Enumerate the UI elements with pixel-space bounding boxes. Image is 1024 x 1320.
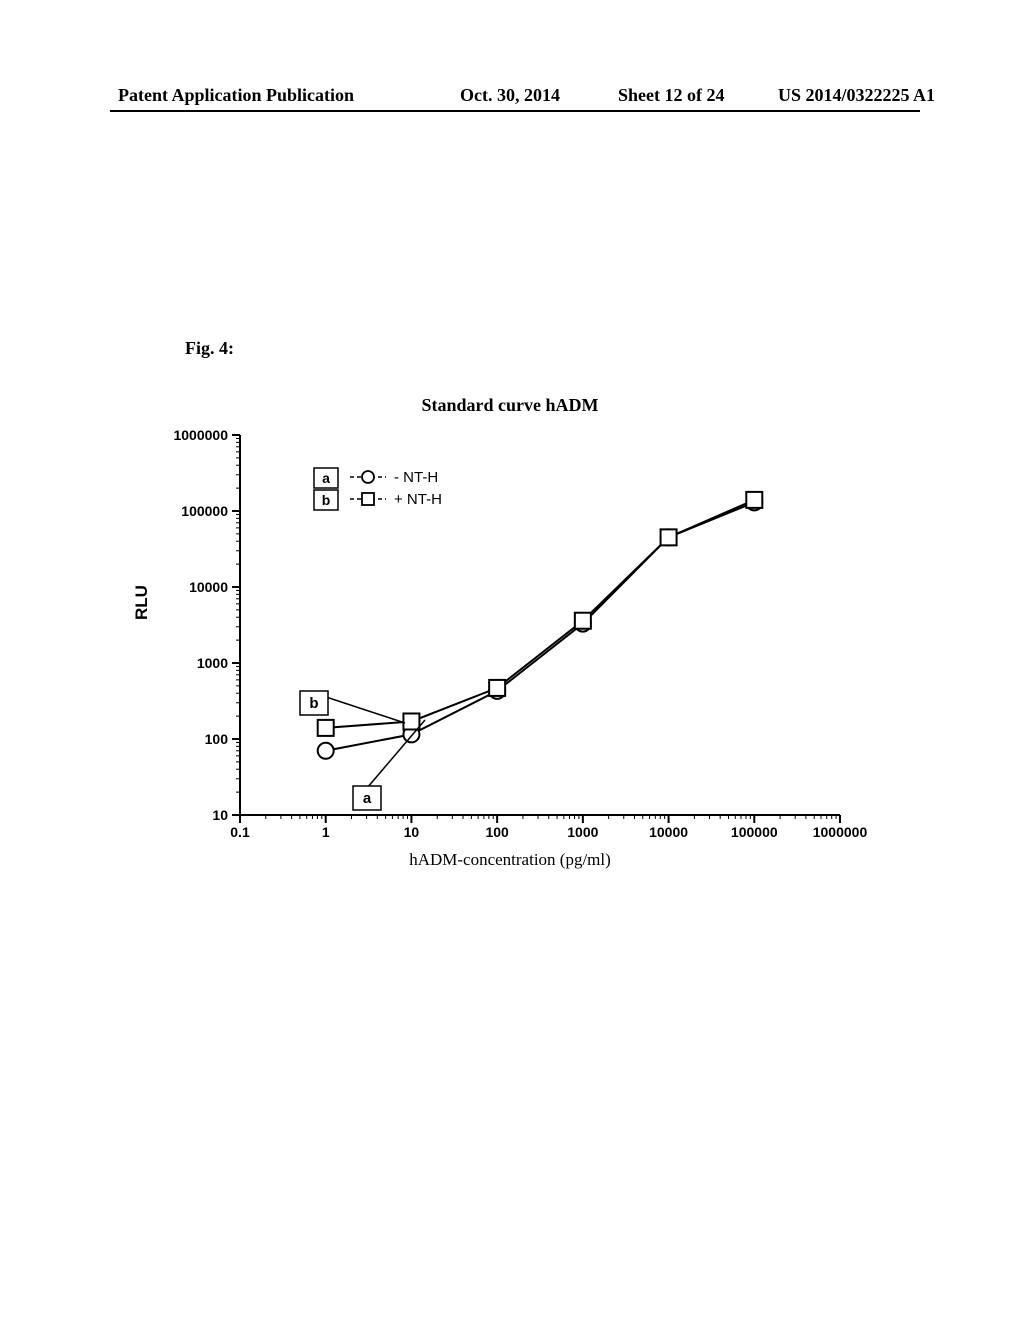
x-tick-label: 1 (322, 824, 330, 840)
series-marker-b (746, 492, 762, 508)
x-tick-label: 10000 (649, 824, 688, 840)
series-marker-b (575, 613, 591, 629)
x-axis-label: hADM-concentration (pg/ml) (150, 850, 870, 870)
y-tick-label: 10000 (189, 579, 228, 595)
series-marker-a (318, 743, 334, 759)
x-tick-label: 1000 (567, 824, 598, 840)
header-num: US 2014/0322225 A1 (778, 85, 935, 106)
y-axis-label: RLU (132, 585, 152, 620)
header-sheet: Sheet 12 of 24 (618, 85, 725, 106)
header-pub: Patent Application Publication (118, 85, 354, 106)
header-date: Oct. 30, 2014 (460, 85, 560, 106)
legend-key-a: a (322, 470, 330, 486)
chart-container: Standard curve hADM RLU 1010010001000010… (150, 395, 870, 865)
y-tick-label: 100 (205, 731, 229, 747)
legend-key-b: b (322, 492, 331, 508)
annotation-a: a (363, 790, 372, 807)
series-marker-b (403, 713, 419, 729)
y-tick-label: 100000 (181, 503, 228, 519)
y-tick-label: 1000000 (173, 427, 228, 443)
y-tick-label: 1000 (197, 655, 228, 671)
x-tick-label: 100 (485, 824, 509, 840)
x-tick-label: 0.1 (230, 824, 250, 840)
header-rule (110, 110, 920, 112)
x-tick-label: 1000000 (813, 824, 868, 840)
series-line-a (326, 502, 755, 750)
chart-svg: 10 100 1000 10000 100000 1000000 0.1 1 10 100 1000… (150, 420, 870, 840)
x-tick-label: 10 (404, 824, 420, 840)
y-tick-label: 10 (212, 807, 228, 823)
chart-title: Standard curve hADM (150, 395, 870, 416)
series-line-b (326, 500, 755, 728)
legend-label-b: + NT-H (394, 491, 442, 508)
series-marker-b (661, 529, 677, 545)
x-tick-label: 100000 (731, 824, 778, 840)
series-marker-b (489, 680, 505, 696)
legend-label-a: - NT-H (394, 469, 438, 486)
annotation-b: b (309, 695, 318, 712)
series-marker-b (318, 720, 334, 736)
figure-label: Fig. 4: (185, 338, 234, 359)
